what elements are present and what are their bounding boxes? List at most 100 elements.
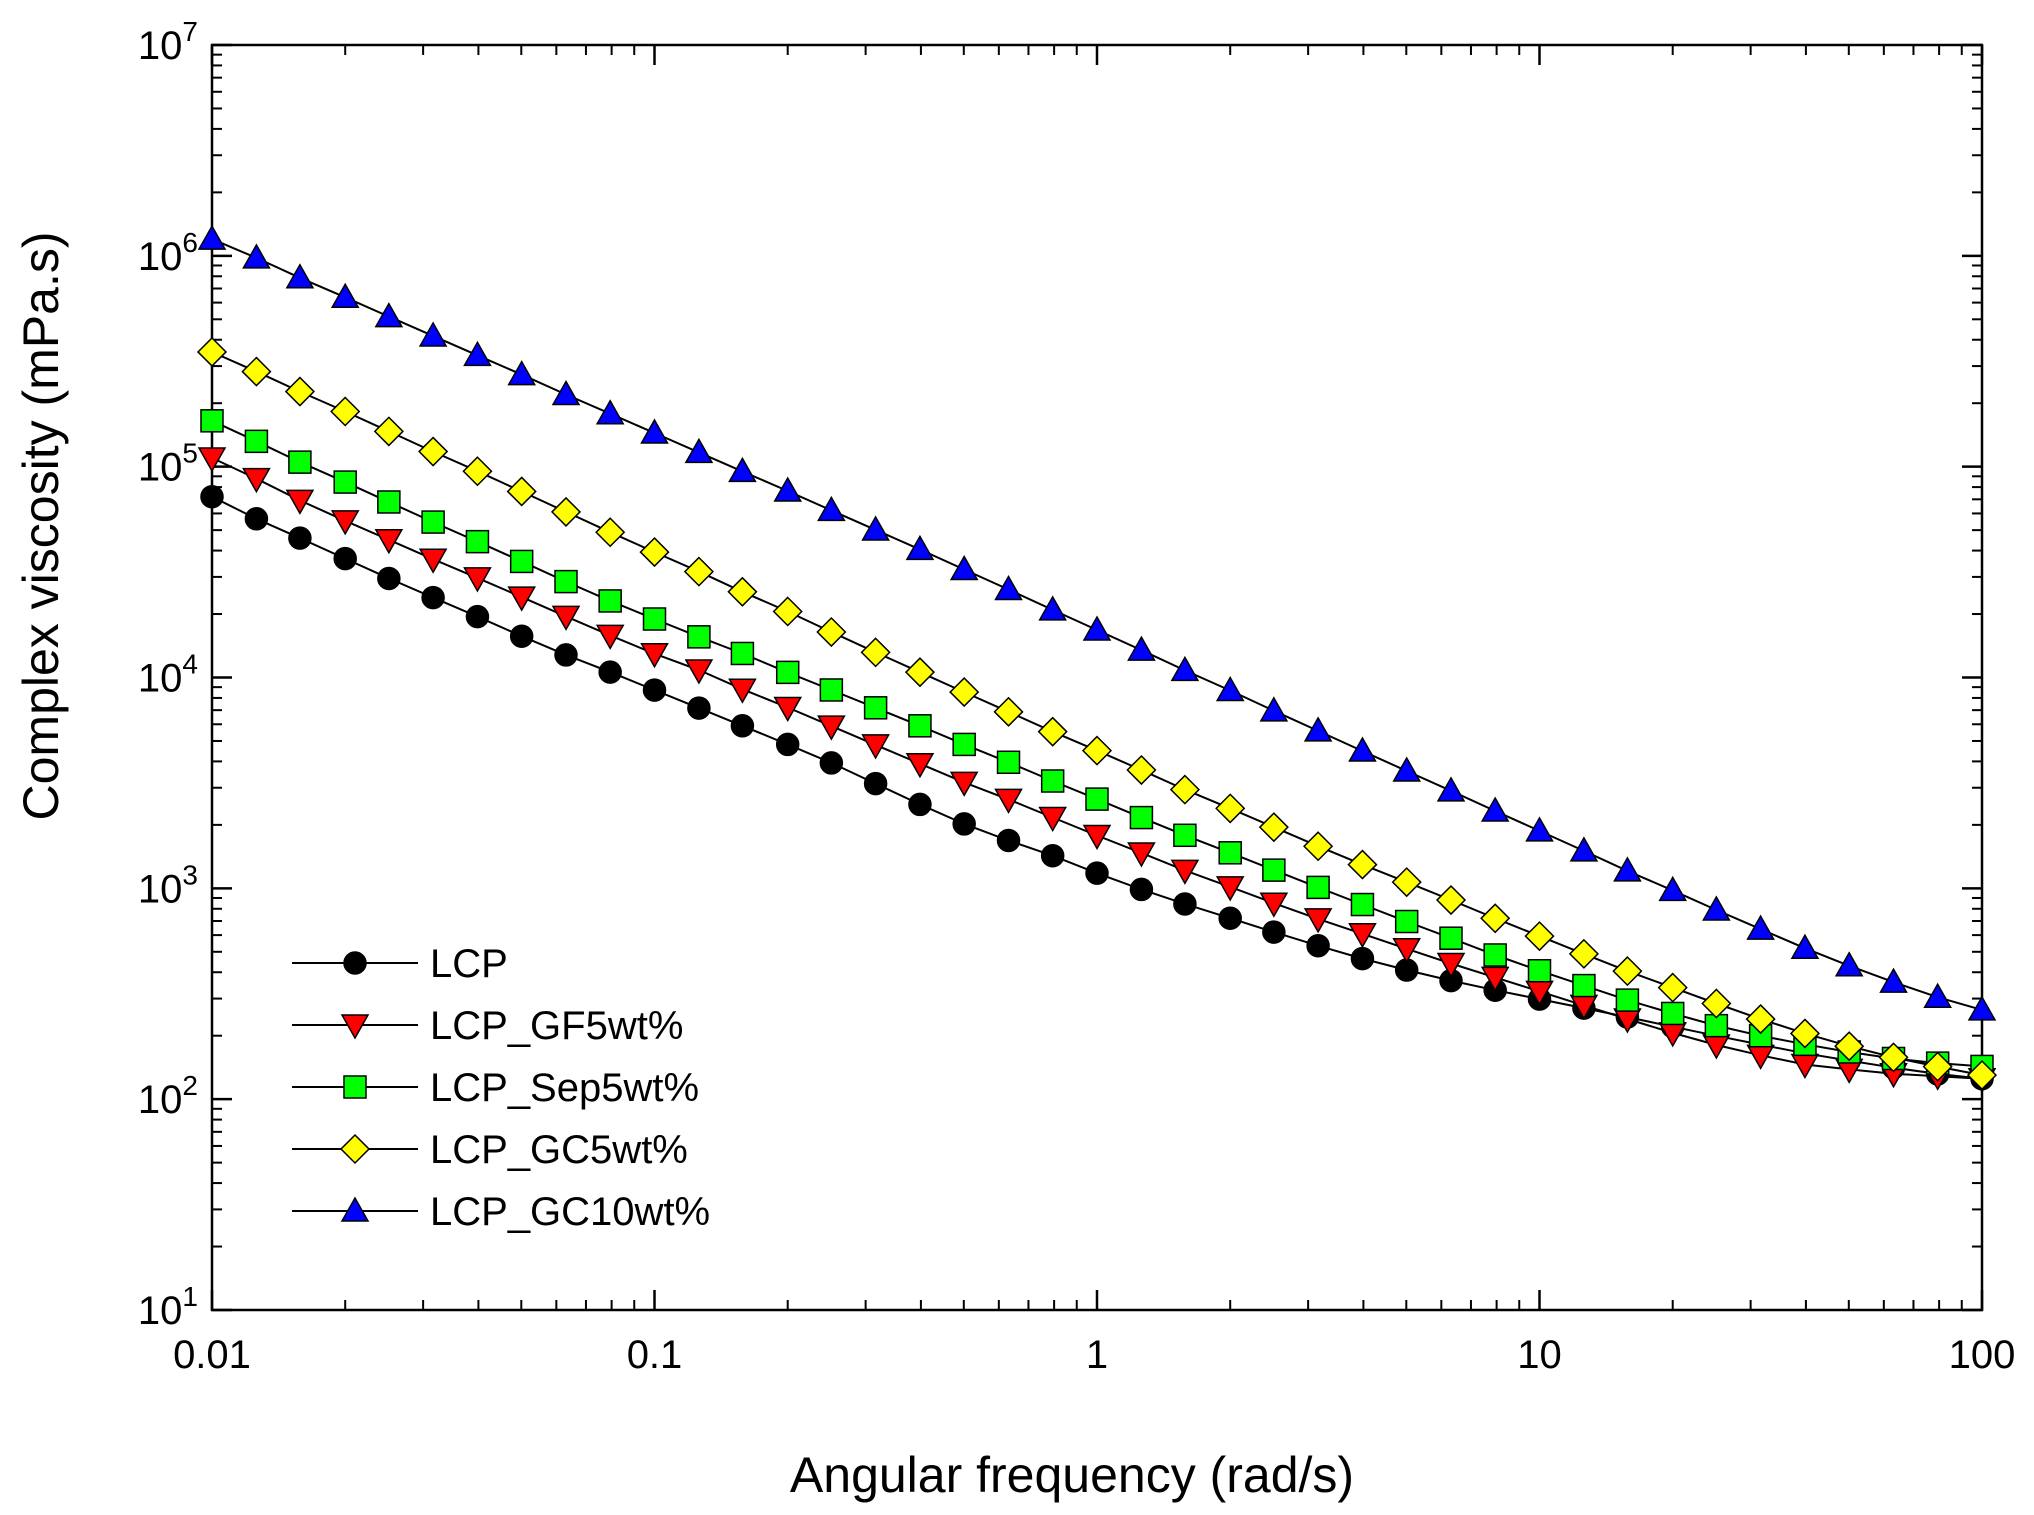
- data-point: [1879, 967, 1908, 993]
- data-point: [374, 529, 404, 555]
- data-point: [418, 436, 449, 467]
- data-point: [1527, 958, 1552, 983]
- data-point: [285, 489, 315, 515]
- y-tick-label: 106: [138, 227, 198, 279]
- data-point: [1568, 938, 1599, 969]
- data-point: [1259, 696, 1289, 722]
- y-tick-label-exponent: 7: [182, 16, 198, 47]
- data-point: [904, 657, 936, 688]
- data-point: [244, 507, 269, 531]
- data-point: [1127, 635, 1156, 661]
- series-layer: [196, 224, 1998, 1094]
- data-point: [1040, 769, 1065, 793]
- y-tick-label-base: 10: [138, 1078, 183, 1122]
- data-point: [1392, 938, 1421, 964]
- data-point: [727, 576, 758, 607]
- data-point: [1922, 1051, 1953, 1082]
- data-point: [1347, 849, 1378, 880]
- legend-item: LCP: [292, 942, 508, 986]
- data-point: [1391, 867, 1422, 898]
- data-point: [994, 574, 1023, 601]
- data-point: [1480, 966, 1510, 992]
- data-point: [242, 243, 271, 269]
- data-point: [554, 569, 578, 594]
- data-point: [506, 476, 537, 507]
- legend-item: LCP_GC5wt%: [292, 1128, 688, 1172]
- data-point: [687, 625, 711, 649]
- y-tick-label-exponent: 6: [182, 227, 198, 258]
- data-point: [1701, 988, 1732, 1019]
- data-point: [1169, 774, 1200, 805]
- y-tick-label: 105: [138, 438, 198, 490]
- data-point: [996, 828, 1021, 853]
- data-point: [861, 734, 890, 760]
- data-point: [994, 788, 1023, 814]
- data-point: [728, 456, 757, 483]
- data-point: [1348, 923, 1377, 949]
- data-point: [1966, 1060, 1998, 1091]
- data-point: [1262, 858, 1286, 882]
- data-point: [1657, 972, 1688, 1003]
- data-point: [1658, 1022, 1687, 1048]
- data-point: [773, 696, 802, 722]
- data-point: [1660, 1001, 1685, 1026]
- data-point: [819, 751, 844, 775]
- y-tick-label-exponent: 1: [182, 1281, 198, 1312]
- y-tick-label: 104: [138, 649, 198, 701]
- data-point: [1218, 841, 1242, 865]
- data-point: [730, 714, 755, 738]
- data-point: [640, 418, 669, 444]
- data-point: [1350, 892, 1375, 917]
- data-point: [1037, 716, 1068, 747]
- y-tick-label-base: 10: [138, 24, 183, 68]
- y-tick-label-base: 10: [138, 657, 183, 701]
- legend: LCP LCP_GF5wt% LCP_Sep5wt% LCP_GC5wt% LCP_GC…: [292, 942, 710, 1234]
- data-point: [196, 336, 228, 368]
- legend-label: LCP_GC5wt%: [430, 1128, 688, 1172]
- legend-marker: [339, 1133, 371, 1165]
- data-point: [1834, 1031, 1865, 1062]
- y-tick-label: 107: [138, 16, 198, 68]
- data-point: [1480, 903, 1511, 934]
- data-point: [1306, 933, 1330, 958]
- data-point: [1127, 842, 1156, 868]
- data-point: [509, 624, 534, 648]
- series-LCP_GC5wt%: [196, 336, 1998, 1091]
- legend-item: LCP_GF5wt%: [292, 1004, 683, 1048]
- data-point: [551, 605, 581, 631]
- y-tick-label-base: 10: [138, 235, 183, 279]
- data-point: [418, 548, 448, 574]
- series-LCP: [200, 484, 1994, 1091]
- data-point: [949, 771, 979, 797]
- y-tick-label-exponent: 3: [182, 859, 198, 890]
- legend-label: LCP_GF5wt%: [430, 1004, 683, 1048]
- series-LCP_GC10wt%: [197, 224, 1997, 1021]
- data-point: [1262, 920, 1286, 944]
- legend-marker: [340, 1196, 370, 1222]
- data-point: [863, 771, 888, 796]
- data-point: [775, 732, 800, 757]
- legend-label: LCP_Sep5wt%: [430, 1066, 699, 1110]
- y-tick-label: 102: [138, 1070, 198, 1122]
- y-tick-label-exponent: 5: [182, 438, 198, 469]
- data-point: [683, 556, 714, 587]
- data-point: [330, 510, 360, 536]
- data-point: [1790, 933, 1820, 959]
- data-point: [554, 643, 578, 667]
- legend-marker: [343, 1075, 367, 1099]
- data-point: [863, 696, 888, 720]
- data-point: [595, 624, 625, 650]
- data-point: [1480, 796, 1510, 822]
- data-point: [1170, 859, 1200, 885]
- data-point: [288, 450, 312, 474]
- data-point: [1436, 776, 1466, 802]
- data-point: [1436, 952, 1466, 979]
- data-point: [463, 340, 492, 367]
- data-point: [507, 586, 536, 612]
- data-point: [775, 660, 800, 685]
- y-tick-label: 103: [138, 859, 198, 911]
- data-point: [200, 484, 224, 509]
- data-point: [1435, 884, 1467, 916]
- data-point: [640, 642, 669, 669]
- data-point: [284, 376, 315, 407]
